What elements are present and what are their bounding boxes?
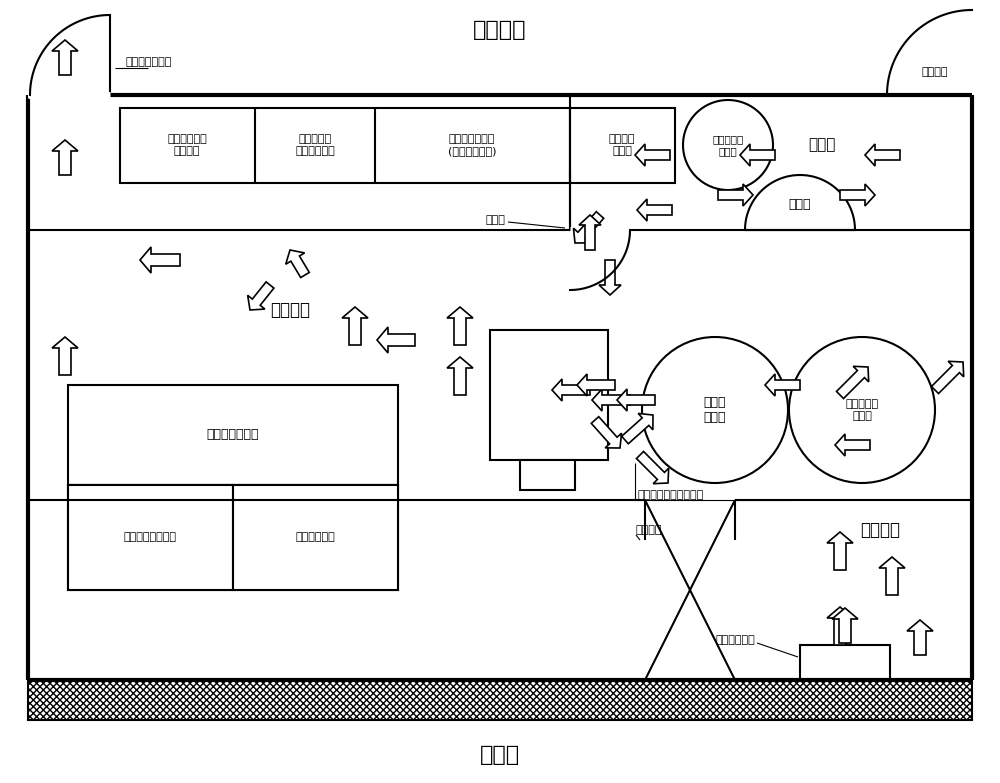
Text: 小工具储存柜: 小工具储存柜 [295,532,335,542]
Circle shape [789,337,935,483]
Polygon shape [635,144,670,166]
Polygon shape [832,608,858,643]
Bar [68,485,398,590]
Bar [68,385,398,485]
Bar [520,460,575,490]
Polygon shape [718,184,753,206]
Polygon shape [740,144,775,166]
Polygon shape [579,215,601,250]
Text: 个人衣物储存柜: 个人衣物储存柜 [207,428,259,442]
Polygon shape [636,452,669,484]
Polygon shape [577,374,615,396]
Text: 冷更衣室: 冷更衣室 [270,301,310,319]
Bar [570,108,675,183]
Polygon shape [377,327,415,353]
Polygon shape [827,607,853,645]
Polygon shape [140,247,180,273]
Polygon shape [637,199,672,221]
Circle shape [642,337,788,483]
Polygon shape [592,389,630,411]
Text: 壁洗盆: 壁洗盆 [789,199,811,211]
Polygon shape [865,144,900,166]
Polygon shape [879,557,905,595]
Text: 非控制区: 非控制区 [473,20,527,40]
Text: 控制区出入门: 控制区出入门 [715,635,755,645]
Bar [490,330,608,460]
Polygon shape [573,211,604,243]
Polygon shape [552,379,590,401]
Polygon shape [617,389,655,411]
Bar [68,485,233,590]
Text: 淋浴喷头: 淋浴喷头 [922,67,948,77]
Text: 放射性废物
收集桶: 放射性废物 收集桶 [712,134,744,156]
Text: 小物品表面污染检测仪: 小物品表面污染检测仪 [638,490,704,500]
Polygon shape [342,307,368,345]
Text: 电子式个人
剂量计储存柜: 电子式个人 剂量计储存柜 [295,134,335,156]
Polygon shape [286,250,309,277]
Text: 清洁工作服储存柜: 清洁工作服储存柜 [124,532,176,542]
Polygon shape [622,413,653,444]
Polygon shape [827,532,853,570]
Polygon shape [248,282,274,310]
Polygon shape [931,361,964,394]
Polygon shape [835,434,870,456]
Text: 控制区: 控制区 [480,745,520,765]
Bar [800,645,890,680]
Text: 应急门: 应急门 [485,215,505,225]
Text: 热更衣室: 热更衣室 [860,521,900,539]
Polygon shape [447,307,473,345]
Text: 工作服
收集桶: 工作服 收集桶 [704,396,726,424]
Bar [120,108,570,183]
Polygon shape [52,40,78,75]
Text: 辐射防护用品柜
(含便携式仪表): 辐射防护用品柜 (含便携式仪表) [448,134,496,156]
Text: 辐射防护值班
人员站位: 辐射防护值班 人员站位 [167,134,207,156]
Text: 单向阀门: 单向阀门 [636,525,662,535]
Text: 放射性废物
收集桶: 放射性废物 收集桶 [845,399,879,420]
Polygon shape [447,357,473,395]
Polygon shape [52,337,78,375]
Polygon shape [599,260,621,295]
Polygon shape [836,366,869,399]
Polygon shape [907,620,933,655]
Polygon shape [591,417,622,448]
Text: 去污间: 去污间 [808,138,836,153]
Bar [233,485,398,590]
Bar [28,680,972,720]
Circle shape [683,100,773,190]
Polygon shape [840,184,875,206]
Polygon shape [52,140,78,175]
Text: 去污用品
储存柜: 去污用品 储存柜 [609,134,635,156]
Polygon shape [765,374,800,396]
Text: 非控制区出入门: 非控制区出入门 [125,57,171,67]
Polygon shape [745,175,855,230]
